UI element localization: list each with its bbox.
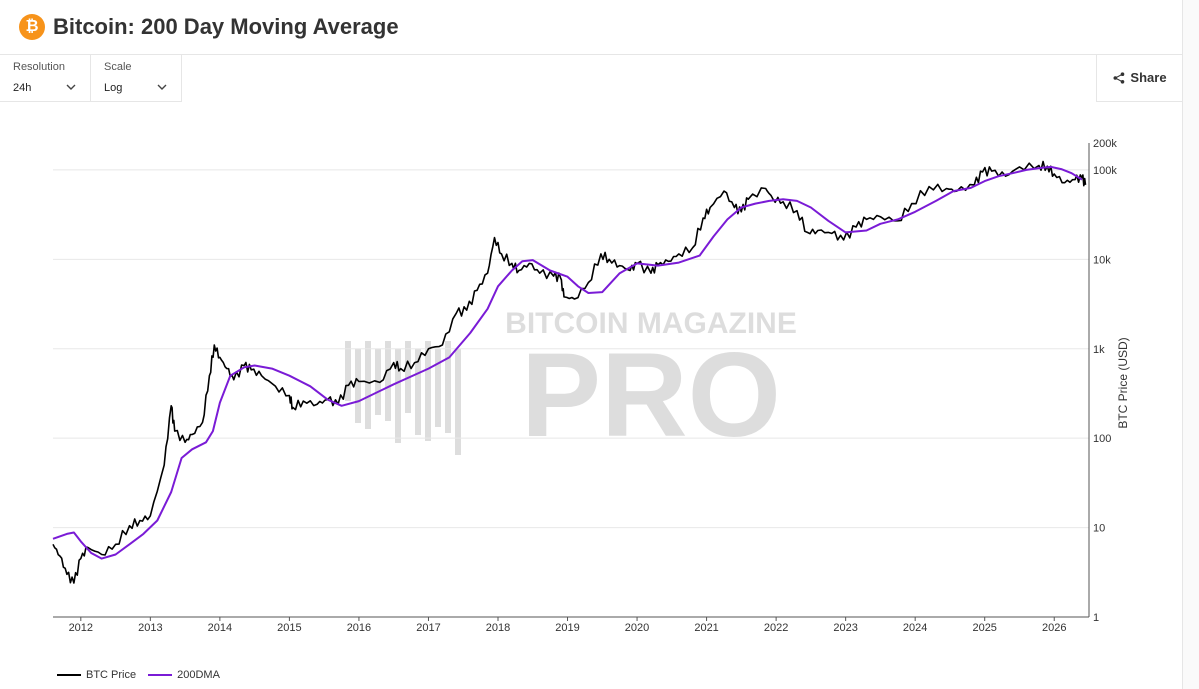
page-title: Bitcoin: 200 Day Moving Average [53,14,399,40]
x-tick-label: 2021 [694,622,718,634]
watermark-bar [345,341,351,401]
resolution-select[interactable]: Resolution 24h [0,54,91,102]
scale-value: Log [104,82,122,94]
x-tick-label: 2022 [764,622,788,634]
watermark-bar [435,349,441,427]
x-tick-label: 2019 [555,622,579,634]
watermark-bar [455,349,461,455]
x-tick-label: 2025 [972,622,996,634]
scale-select[interactable]: Scale Log [91,54,182,102]
watermark-bar [365,341,371,429]
watermark-bar [425,341,431,441]
y-tick-label: 100k [1093,165,1117,177]
y-tick-label: 200k [1093,138,1117,150]
share-label: Share [1130,70,1166,85]
x-tick-label: 2020 [625,622,649,634]
y-tick-label: 1 [1093,612,1099,624]
page-header: ₿ Bitcoin: 200 Day Moving Average [0,0,1182,55]
bitcoin-logo-icon: ₿ [19,14,45,40]
resolution-label: Resolution [13,61,65,73]
x-tick-label: 2015 [277,622,301,634]
y-tick-label: 100 [1093,433,1111,445]
y-tick-label: 1k [1093,344,1105,356]
legend-swatch-200dma [148,674,172,676]
legend-item-200dma[interactable]: 200DMA [148,669,220,681]
scale-label: Scale [104,61,132,73]
x-tick-label: 2018 [486,622,510,634]
x-tick-label: 2014 [208,622,232,634]
watermark-bar [385,341,391,421]
x-tick-label: 2016 [347,622,371,634]
x-tick-label: 2013 [138,622,162,634]
x-tick-label: 2012 [69,622,93,634]
x-tick-label: 2023 [833,622,857,634]
resolution-value: 24h [13,82,31,94]
watermark-bar [445,341,451,433]
chevron-down-icon [66,81,76,93]
y-axis-title: BTC Price (USD) [1116,337,1130,428]
legend-label-200dma: 200DMA [177,669,220,681]
y-tick-label: 10 [1093,523,1105,535]
watermark: BITCOIN MAGAZINE PRO [345,307,797,462]
x-tick-label: 2026 [1042,622,1066,634]
chart-controls: Resolution 24h Scale Log [0,54,182,101]
y-tick-label: 10k [1093,254,1111,266]
share-button[interactable]: Share [1096,54,1183,102]
legend-label-price: BTC Price [86,669,136,681]
scrollbar-track[interactable] [1182,0,1199,689]
legend-item-price[interactable]: BTC Price [57,669,136,681]
chart-legend: BTC Price 200DMA [57,669,232,681]
watermark-bar [355,349,361,423]
watermark-line2: PRO [521,328,781,462]
share-icon [1113,72,1125,84]
chevron-down-icon [157,81,167,93]
x-tick-label: 2024 [903,622,927,634]
price-chart: BITCOIN MAGAZINE PRO 1 10 100 1k 10k 100k 200k… [0,101,1182,661]
legend-swatch-price [57,674,81,676]
x-tick-label: 2017 [416,622,440,634]
